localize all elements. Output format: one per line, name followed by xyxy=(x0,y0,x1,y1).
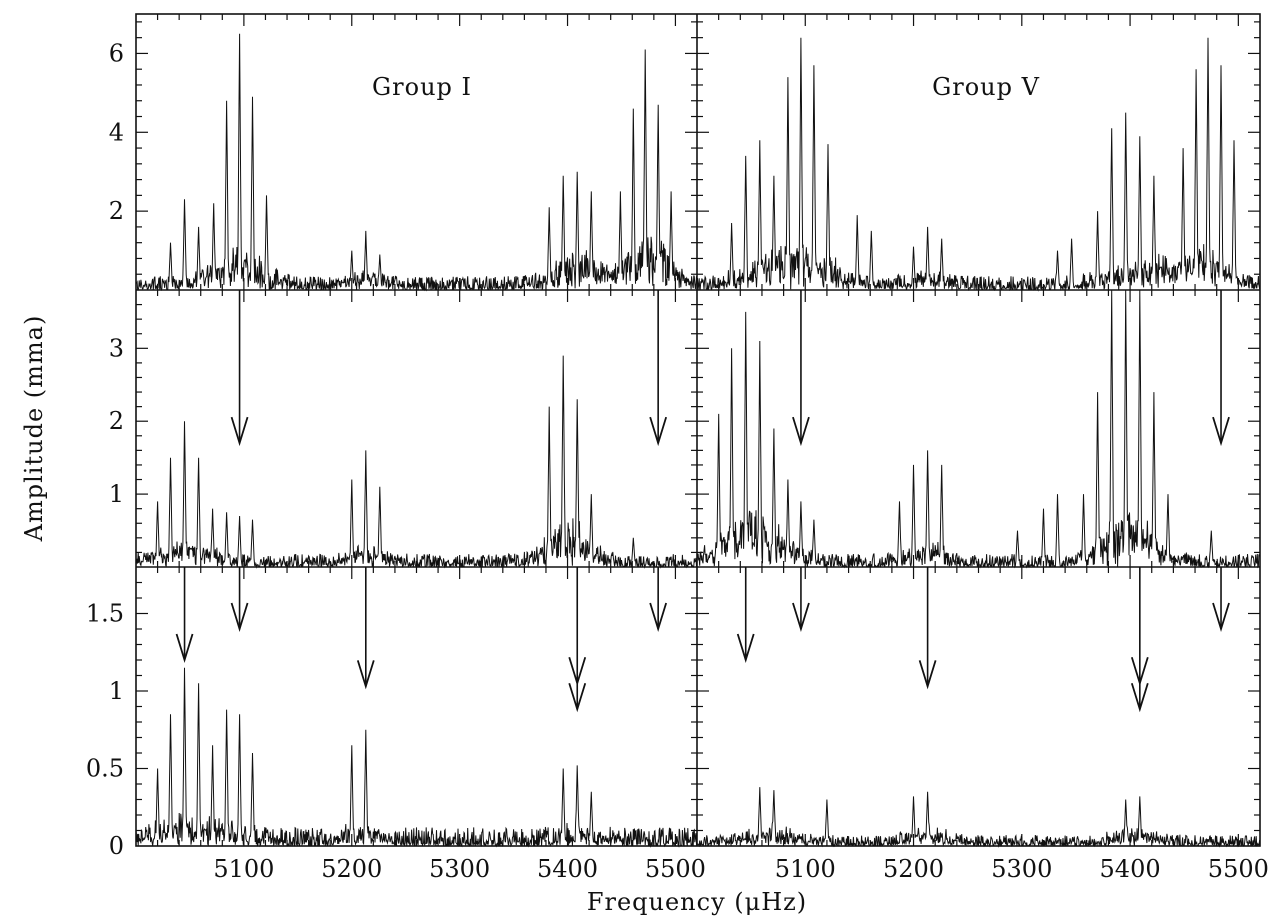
arrow-marker xyxy=(1130,567,1149,713)
spectrum-trace-row2-left xyxy=(135,355,698,569)
x-tick-label: 5300 xyxy=(991,855,1052,883)
spectrum-traces xyxy=(135,33,1261,848)
group-label-left: Group I xyxy=(372,73,472,101)
y-tick-label: 3 xyxy=(109,334,124,362)
y-tick-label: 0.5 xyxy=(86,755,124,783)
y-tick-label: 1 xyxy=(109,677,124,705)
arrow-marker xyxy=(792,290,810,447)
y-axis-title: Amplitude (mma) xyxy=(20,315,48,543)
arrow-marker xyxy=(1212,290,1230,447)
y-tick-label: 2 xyxy=(109,197,124,225)
arrow-marker xyxy=(568,567,587,713)
spectrum-trace-row3-right xyxy=(696,787,1261,848)
x-tick-label: 5200 xyxy=(321,855,382,883)
x-tick-label: 5400 xyxy=(1100,855,1161,883)
arrow-marker xyxy=(230,290,249,447)
spectrum-trace-row3-left xyxy=(135,667,698,848)
arrow-markers xyxy=(175,290,1230,713)
arrow-marker xyxy=(175,567,194,664)
x-tick-label: 5200 xyxy=(883,855,944,883)
group-label-right: Group V xyxy=(932,73,1040,101)
x-tick-label: 5500 xyxy=(645,855,706,883)
arrow-marker xyxy=(918,567,937,690)
y-tick-label: 6 xyxy=(109,39,124,67)
x-tick-label: 5100 xyxy=(213,855,274,883)
spectrum-trace-row2-right xyxy=(696,289,1261,569)
x-tick-label: 5500 xyxy=(1208,855,1269,883)
y-tick-label: 1.5 xyxy=(86,600,124,628)
x-tick-label: 5400 xyxy=(537,855,598,883)
arrow-marker xyxy=(230,567,249,633)
y-tick-label: 2 xyxy=(109,407,124,435)
x-axis-title: Frequency (μHz) xyxy=(587,888,807,916)
arrow-marker xyxy=(649,290,668,447)
arrow-marker xyxy=(736,567,755,664)
tick-marks xyxy=(136,14,1260,846)
y-tick-label: 1 xyxy=(109,480,124,508)
arrow-marker xyxy=(649,567,668,633)
arrow-marker xyxy=(356,567,375,690)
outer-frame xyxy=(135,13,1261,847)
x-tick-label: 5100 xyxy=(775,855,836,883)
x-tick-label: 5300 xyxy=(429,855,490,883)
panel-frames xyxy=(135,13,1261,847)
arrow-marker xyxy=(1212,567,1230,633)
tick-labels: 2 4 6 1 2 3 0 0.5 1 1.5 5100 5200 5300 5400 5500 5100 52… xyxy=(86,39,1269,883)
y-tick-label: 0 xyxy=(109,832,124,860)
y-tick-label: 4 xyxy=(109,118,124,146)
arrow-marker xyxy=(792,567,810,633)
